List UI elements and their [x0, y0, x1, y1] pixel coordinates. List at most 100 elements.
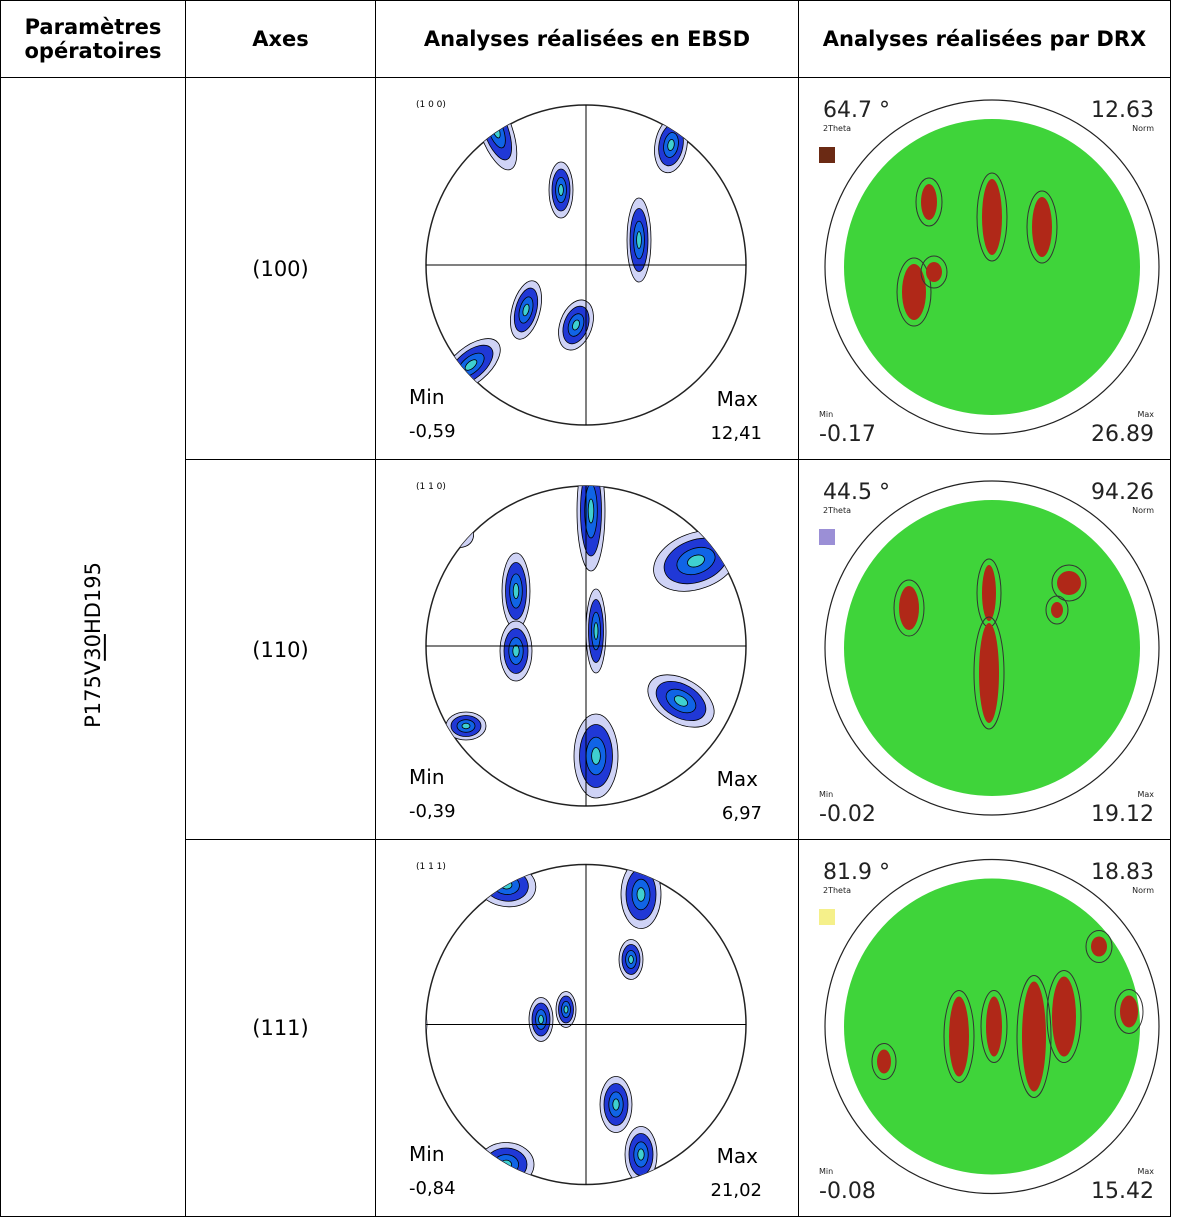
max-value: 12,41 — [710, 423, 762, 444]
contour — [440, 520, 452, 531]
spot-outline — [1045, 595, 1069, 624]
sample-part: 30 — [81, 634, 105, 661]
sample-cell: P175V30HD195 — [0, 77, 186, 1217]
spot-outline — [893, 579, 925, 636]
header-text: opératoires — [24, 39, 162, 63]
spot-outline — [1051, 564, 1087, 601]
max-label: Max — [1137, 790, 1154, 799]
contour — [484, 1147, 528, 1181]
spot — [1057, 570, 1081, 595]
spot-outline — [976, 172, 1008, 261]
max-label: Max — [1137, 1167, 1154, 1176]
max-label: Max — [717, 1144, 759, 1168]
contour — [572, 319, 580, 330]
ebsd-pole-figure: (1 1 1) Min -0,84 Max 21,02 — [382, 862, 796, 1201]
min-label: Min — [409, 765, 445, 789]
ebsd-cell: (1 1 0) Min -0,39 Max 6,97 — [375, 459, 799, 840]
header-text: Analyses réalisées par DRX — [822, 27, 1147, 51]
spot — [986, 996, 1002, 1056]
pole-label: (1 1 0) — [416, 482, 446, 492]
angle-label: 2Theta — [823, 506, 851, 515]
min-label: Min — [819, 1167, 833, 1176]
contour — [397, 234, 406, 246]
contour — [687, 554, 705, 567]
angle: 44.5 ° — [823, 480, 890, 505]
max-value: 15.42 — [1091, 1179, 1154, 1204]
contour — [512, 644, 520, 657]
spot-outline — [1114, 988, 1144, 1034]
contour — [538, 1014, 544, 1024]
contour — [628, 954, 634, 964]
contour — [433, 515, 459, 536]
max-label: Max — [1137, 410, 1154, 419]
norm: 12.63 — [1091, 98, 1154, 123]
color-key — [819, 146, 835, 163]
min-label: Min — [819, 790, 833, 799]
spot — [1051, 601, 1063, 618]
contour — [522, 303, 530, 316]
sample-part: P175V — [81, 660, 105, 728]
max-value: 6,97 — [722, 803, 762, 824]
axis-label: (110) — [252, 637, 309, 662]
contour — [593, 621, 599, 640]
contour — [673, 694, 689, 707]
norm-label: Norm — [1132, 124, 1154, 133]
spot — [902, 263, 926, 320]
contour — [558, 183, 564, 196]
spot-outline — [915, 177, 943, 226]
contour — [587, 498, 595, 523]
contour — [637, 1147, 645, 1160]
spot — [979, 622, 999, 723]
contour — [382, 1002, 421, 1047]
drx-cell: 81.9 ° 2Theta 18.83 Norm Min -0.08 Max 15.42 — [798, 839, 1171, 1217]
contour — [464, 358, 478, 371]
norm: 94.26 — [1091, 480, 1154, 505]
min-value: -0,39 — [409, 801, 456, 822]
contour — [667, 138, 675, 151]
color-key — [819, 528, 835, 545]
header-cell: Paramètres opératoires — [0, 0, 186, 78]
axis-label: (111) — [252, 1016, 309, 1040]
spot — [949, 996, 969, 1076]
contour — [389, 1011, 412, 1038]
header-text: Axes — [252, 27, 309, 51]
spot-outline — [871, 1042, 897, 1080]
drx-cell: 44.5 ° 2Theta 94.26 Norm Min -0.02 Max 19.12 — [798, 459, 1171, 840]
axis-cell: (110) — [185, 459, 376, 840]
spot-outline — [1016, 974, 1052, 1098]
ebsd-cell: (1 0 0) Min -0,59 Max 12,41 — [375, 77, 799, 460]
contour — [379, 210, 423, 270]
spot — [877, 1049, 891, 1073]
sample-part: HD195 — [81, 562, 105, 635]
min-label: Min — [819, 410, 833, 419]
angle-label: 2Theta — [823, 124, 851, 133]
contour — [461, 722, 471, 729]
spot — [899, 585, 919, 630]
angle-label: 2Theta — [823, 886, 851, 895]
angle: 81.9 ° — [823, 860, 890, 885]
max-value: 19.12 — [1091, 802, 1154, 827]
contour — [756, 994, 796, 1054]
contour — [563, 1004, 569, 1013]
data-row: (110) (1 1 0) Min -0,39 Max 6,97 44.5 ° 2Theta 9… — [1, 459, 1171, 840]
norm-label: Norm — [1132, 886, 1154, 895]
contour — [493, 1153, 520, 1175]
contour — [612, 1097, 620, 1110]
axis-cell: (100) — [185, 77, 376, 460]
contour — [772, 1018, 780, 1030]
spot — [982, 564, 996, 621]
norm: 18.83 — [1091, 860, 1154, 885]
min-value: -0.17 — [819, 422, 876, 447]
drx-cell: 64.7 ° 2Theta 12.63 Norm Min -0.17 Max 26.89 — [798, 77, 1171, 460]
ebsd-pole-figure: (1 1 0) Min -0,39 Max 6,97 — [409, 482, 762, 824]
min-label: Min — [409, 385, 445, 409]
contour — [385, 217, 418, 262]
min-value: -0,59 — [409, 421, 456, 442]
pole-label: (1 1 1) — [416, 862, 446, 872]
spot-outline — [973, 616, 1005, 729]
